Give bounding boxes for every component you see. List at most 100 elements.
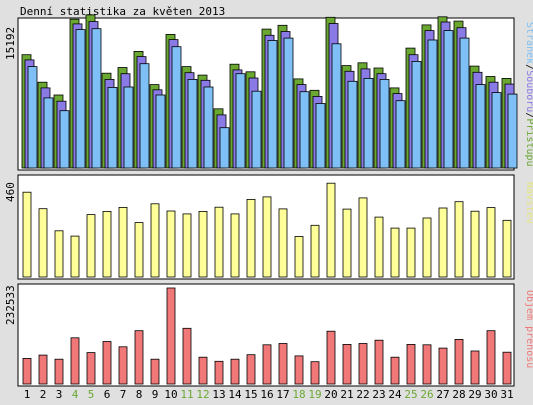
bar-objem	[134, 330, 144, 385]
bar-navstev	[150, 203, 160, 278]
bar-stranek	[123, 86, 134, 169]
bar-navstev	[422, 217, 432, 278]
bar-navstev	[102, 210, 112, 278]
x-tick-label: 3	[56, 388, 63, 401]
bar-objem	[214, 360, 224, 385]
bar-stranek	[443, 30, 454, 169]
bar-objem	[438, 347, 448, 385]
x-tick-label: 18	[292, 388, 305, 401]
legend-pristupu: Přístupů	[524, 118, 533, 166]
bar-objem	[454, 338, 464, 385]
bar-objem	[150, 358, 160, 385]
bar-stranek	[171, 46, 182, 169]
x-tick-label: 4	[72, 388, 79, 401]
bar-stranek	[59, 110, 70, 169]
bar-stranek	[139, 63, 150, 169]
x-tick-label: 24	[388, 388, 402, 401]
bar-navstev	[406, 227, 416, 278]
bar-stranek	[187, 79, 198, 169]
x-tick-label: 28	[452, 388, 465, 401]
bar-stranek	[395, 100, 406, 169]
bar-navstev	[214, 206, 224, 278]
visits-ymax-label: 460	[4, 182, 17, 202]
bar-objem	[86, 352, 96, 385]
legend-separator: /	[524, 112, 533, 118]
legend-separator: /	[524, 64, 533, 70]
bar-stranek	[235, 73, 246, 169]
bar-objem	[422, 344, 432, 385]
bar-stranek	[379, 79, 390, 169]
x-tick-label: 11	[180, 388, 193, 401]
x-tick-label: 29	[468, 388, 481, 401]
visits-legend: Návštěv	[524, 182, 533, 224]
x-tick-label: 9	[152, 388, 159, 401]
x-tick-label: 16	[260, 388, 273, 401]
x-tick-label: 21	[340, 388, 353, 401]
x-tick-label: 13	[212, 388, 225, 401]
bar-objem	[54, 358, 64, 385]
legend-stranek: Stránek	[524, 22, 533, 64]
x-tick-label: 8	[136, 388, 143, 401]
bar-stranek	[251, 90, 262, 169]
bar-stranek	[107, 87, 118, 169]
bar-stranek	[43, 97, 54, 169]
bar-stranek	[507, 93, 518, 169]
x-tick-label: 26	[420, 388, 433, 401]
bar-objem	[166, 287, 176, 385]
bar-navstev	[166, 210, 176, 278]
bar-stranek	[315, 103, 326, 169]
bar-objem	[182, 327, 192, 385]
bar-navstev	[198, 210, 208, 278]
bar-objem	[262, 344, 272, 385]
bar-objem	[294, 355, 304, 385]
bar-navstev	[70, 235, 80, 278]
volume-ymax-label: 232533	[4, 285, 17, 325]
x-tick-label: 1	[24, 388, 31, 401]
bar-stranek	[219, 127, 230, 169]
x-tick-label: 5	[88, 388, 95, 401]
x-tick-label: 31	[500, 388, 513, 401]
bar-objem	[486, 330, 496, 385]
bar-navstev	[326, 182, 336, 278]
bar-stranek	[475, 84, 486, 169]
bar-objem	[22, 357, 32, 385]
x-tick-label: 30	[484, 388, 497, 401]
bar-objem	[118, 346, 128, 385]
x-tick-label: 27	[436, 388, 449, 401]
bar-objem	[310, 361, 320, 385]
bar-objem	[326, 330, 336, 385]
x-tick-label: 17	[276, 388, 289, 401]
bar-objem	[406, 343, 416, 385]
bar-objem	[470, 350, 480, 385]
bar-navstev	[454, 201, 464, 278]
bar-navstev	[438, 207, 448, 278]
x-tick-label: 25	[404, 388, 417, 401]
bar-stranek	[331, 43, 342, 169]
bar-navstev	[310, 224, 320, 278]
bar-navstev	[342, 208, 352, 278]
bar-navstev	[278, 208, 288, 278]
bar-stranek	[75, 29, 86, 169]
bar-stranek	[203, 86, 214, 169]
bar-navstev	[22, 191, 32, 278]
bar-navstev	[470, 210, 480, 278]
bar-objem	[246, 354, 256, 385]
x-tick-label: 12	[196, 388, 209, 401]
x-tick-label: 10	[164, 388, 177, 401]
bar-objem	[278, 343, 288, 385]
bar-navstev	[502, 219, 512, 278]
bar-navstev	[486, 207, 496, 278]
bars-group	[21, 14, 518, 385]
hits-ymax-label: 15192	[4, 27, 17, 60]
bar-objem	[342, 343, 352, 385]
bar-navstev	[182, 213, 192, 278]
bar-navstev	[134, 222, 144, 278]
bar-stranek	[491, 92, 502, 169]
bar-stranek	[27, 66, 38, 169]
bar-objem	[230, 358, 240, 385]
bar-navstev	[38, 208, 48, 278]
legend-souboru: Souborů	[524, 70, 533, 112]
bar-objem	[358, 343, 368, 385]
